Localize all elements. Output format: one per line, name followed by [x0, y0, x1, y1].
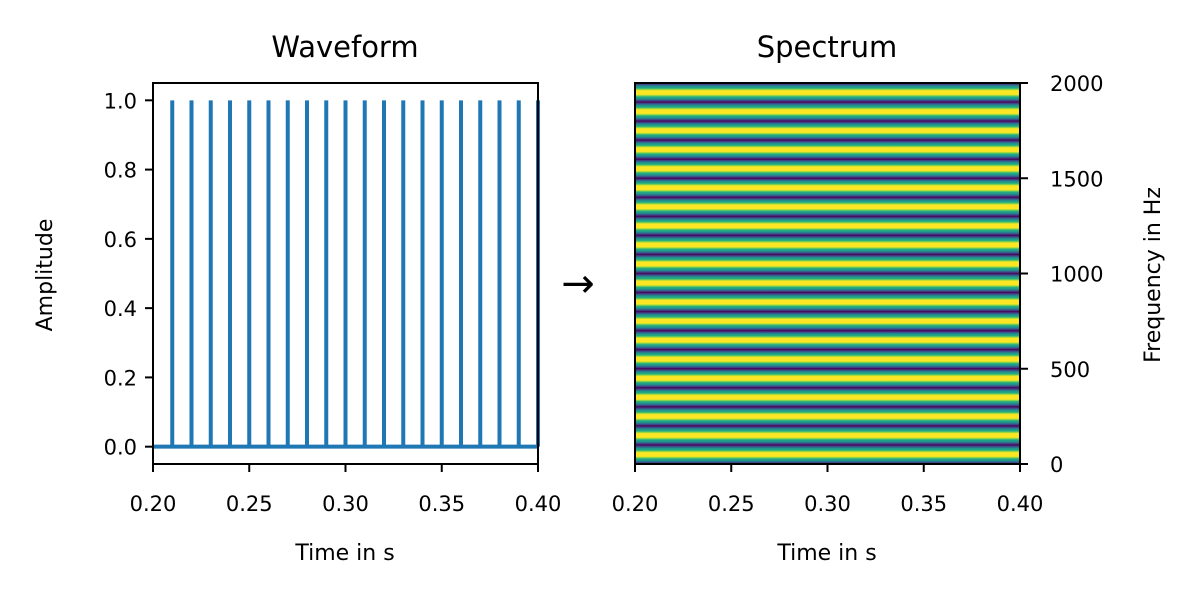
spectrum-y-ticks: 0 500 1000 1500 2000: [1020, 72, 1103, 477]
spectrum-y-tick-label: 1500: [1050, 167, 1103, 191]
spectrum-x-ticks: 0.20 0.25 0.30 0.35 0.40: [612, 464, 1044, 516]
waveform-y-axis-label: Amplitude: [33, 219, 58, 332]
waveform-y-tick-label: 0.0: [104, 436, 137, 460]
waveform-x-tick-label: 0.35: [418, 492, 465, 516]
waveform-x-axis-label: Time in s: [294, 541, 394, 566]
waveform-title: Waveform: [271, 30, 418, 64]
spectrum-panel: Spectrum 0.20 0.25 0.30 0.35 0.40 0 500 1000 15…: [612, 30, 1166, 566]
spectrum-title: Spectrum: [757, 30, 898, 64]
spectrum-y-tick-label: 0: [1050, 453, 1063, 477]
waveform-plot-area: [153, 100, 540, 449]
spectrum-x-tick-label: 0.25: [708, 492, 755, 516]
waveform-panel: Waveform 0.20 0.25 0.30 0.35 0.40 0.00.20.40…: [33, 30, 561, 566]
arrow-icon: →: [561, 261, 595, 307]
waveform-x-ticks: 0.20 0.25 0.30 0.35 0.40: [130, 464, 562, 516]
spectrum-x-tick-label: 0.20: [612, 492, 659, 516]
waveform-y-tick-label: 0.8: [104, 159, 137, 183]
waveform-x-tick-label: 0.20: [130, 492, 177, 516]
spectrum-x-axis-label: Time in s: [776, 541, 876, 566]
spectrum-y-tick-label: 1000: [1050, 263, 1103, 287]
waveform-x-tick-label: 0.25: [226, 492, 273, 516]
waveform-y-tick-label: 1.0: [104, 89, 137, 113]
spectrum-y-tick-label: 2000: [1050, 72, 1103, 96]
spectrum-x-tick-label: 0.40: [997, 492, 1044, 516]
spectrum-y-axis-label: Frequency in Hz: [1141, 187, 1166, 363]
waveform-y-tick-label: 0.2: [104, 366, 137, 390]
spectrum-x-tick-label: 0.30: [804, 492, 851, 516]
spectrum-y-tick-label: 500: [1050, 358, 1090, 382]
waveform-x-tick-label: 0.40: [515, 492, 562, 516]
waveform-y-tick-label: 0.6: [104, 228, 137, 252]
waveform-y-ticks: 0.0 0.2 0.4 0.6 0.8 1.0: [104, 89, 153, 460]
waveform-y-tick-label: 0.4: [104, 297, 137, 321]
spectrum-heatmap: [635, 83, 1020, 464]
waveform-x-tick-label: 0.30: [322, 492, 369, 516]
spectrum-x-tick-label: 0.35: [900, 492, 947, 516]
